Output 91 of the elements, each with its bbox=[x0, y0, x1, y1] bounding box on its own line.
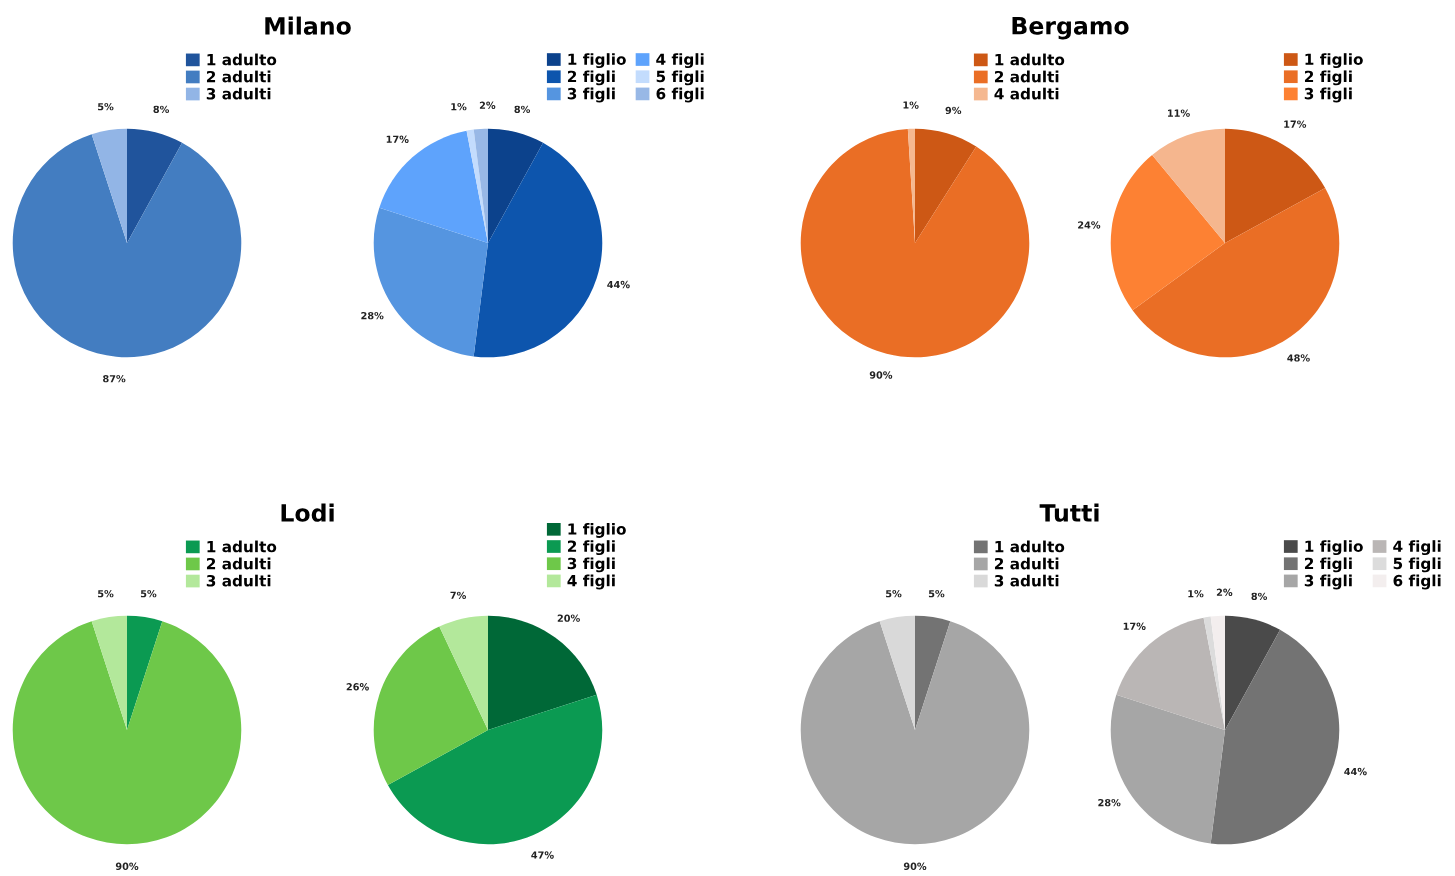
pie-slice bbox=[12, 621, 242, 845]
pie-slice bbox=[800, 621, 1030, 845]
data-label: 11% bbox=[1168, 109, 1190, 117]
data-label: 2% bbox=[479, 101, 496, 109]
chart-title: Milano bbox=[265, 16, 351, 35]
data-label: 44% bbox=[1344, 767, 1367, 776]
pie-slice bbox=[12, 134, 242, 358]
pie-slice bbox=[387, 694, 603, 845]
legend-label: 2 adulti bbox=[206, 70, 271, 83]
data-label: 8% bbox=[514, 105, 531, 113]
legend-label: 3 figli bbox=[567, 87, 615, 103]
chart-title: Bergamo bbox=[1012, 17, 1129, 40]
pie-slice bbox=[1110, 154, 1225, 311]
data-label: 9% bbox=[945, 106, 962, 115]
data-label: 47% bbox=[531, 851, 554, 859]
legend-label: 2 adulti bbox=[206, 557, 271, 570]
data-label: 17% bbox=[1123, 622, 1146, 630]
pie-slice bbox=[915, 128, 977, 243]
legend-label: 3 adulti bbox=[994, 574, 1059, 587]
legend-label: 6 figli bbox=[656, 87, 704, 103]
legend-label: 4 figli bbox=[656, 53, 704, 69]
data-label: 17% bbox=[1284, 120, 1307, 128]
legend-label: 2 figli bbox=[1304, 557, 1352, 573]
pie-slice bbox=[379, 130, 488, 243]
data-label: 1% bbox=[451, 103, 467, 111]
pie-slice bbox=[915, 615, 951, 730]
legend-label: 2 figli bbox=[567, 540, 615, 556]
legend-label: 2 figli bbox=[567, 70, 615, 86]
legend-label: 5 figli bbox=[1393, 557, 1441, 573]
data-label: 5% bbox=[886, 590, 902, 598]
chart-title: Tutti bbox=[1039, 503, 1099, 522]
data-label: 1% bbox=[903, 101, 919, 109]
legend-label: 2 adulti bbox=[994, 70, 1059, 83]
legend-label: 3 figli bbox=[567, 557, 615, 573]
data-label: 90% bbox=[869, 371, 893, 379]
legend-label: 3 figli bbox=[1304, 574, 1352, 590]
data-label: 5% bbox=[140, 590, 157, 598]
legend-label: 4 figli bbox=[1393, 540, 1441, 556]
pie-slice bbox=[473, 142, 603, 358]
legend-label: 1 adulto bbox=[995, 53, 1065, 66]
pie-slice bbox=[439, 615, 488, 730]
pie-slice bbox=[1116, 617, 1225, 730]
legend-label: 3 adulti bbox=[206, 574, 271, 587]
data-label: 5% bbox=[98, 103, 114, 111]
data-label: 26% bbox=[346, 683, 369, 691]
data-label: 44% bbox=[607, 280, 630, 289]
data-label: 5% bbox=[98, 590, 114, 598]
pie-slice bbox=[127, 615, 163, 730]
pie-slice bbox=[91, 615, 127, 730]
data-label: 8% bbox=[1251, 592, 1268, 600]
data-label: 28% bbox=[1098, 798, 1121, 807]
pie-slice bbox=[127, 128, 183, 243]
pie-slice bbox=[91, 128, 127, 243]
legend-label: 4 adulti bbox=[994, 87, 1059, 100]
legend-label: 5 figli bbox=[656, 70, 704, 86]
data-label: 20% bbox=[557, 614, 580, 622]
data-label: 7% bbox=[450, 591, 467, 599]
legend-label: 3 adulti bbox=[206, 87, 271, 100]
legend-label: 1 figlio bbox=[568, 53, 626, 69]
legend-label: 1 adulto bbox=[207, 540, 277, 553]
pie-slice bbox=[1225, 615, 1281, 730]
legend-label: 1 figlio bbox=[1305, 540, 1363, 556]
pie-slice bbox=[1210, 629, 1340, 845]
legend-label: 6 figli bbox=[1393, 574, 1441, 590]
pie-slice bbox=[800, 128, 1030, 358]
legend-label: 2 figli bbox=[1304, 70, 1352, 86]
legend-label: 4 figli bbox=[567, 574, 615, 590]
legend-label: 2 adulti bbox=[994, 557, 1059, 570]
data-label: 5% bbox=[928, 590, 945, 598]
data-label: 87% bbox=[103, 375, 126, 383]
data-label: 28% bbox=[361, 311, 384, 320]
legend-label: 1 adulto bbox=[995, 540, 1065, 553]
pie-slice bbox=[879, 615, 915, 730]
pie-slice bbox=[373, 626, 488, 786]
legend-label: 1 figlio bbox=[1305, 53, 1363, 69]
legend-label: 1 adulto bbox=[207, 53, 277, 66]
pie-slice bbox=[488, 128, 544, 243]
data-label: 90% bbox=[115, 862, 139, 870]
pie-slice bbox=[488, 615, 597, 730]
pie-slice bbox=[1152, 128, 1225, 243]
data-label: 90% bbox=[903, 862, 927, 870]
legend-label: 3 figli bbox=[1304, 87, 1352, 103]
data-label: 48% bbox=[1287, 354, 1310, 362]
data-label: 17% bbox=[386, 135, 409, 143]
data-label: 8% bbox=[153, 105, 170, 113]
pie-slice bbox=[1225, 128, 1326, 243]
chart-title: Lodi bbox=[281, 503, 334, 522]
data-label: 24% bbox=[1078, 221, 1101, 229]
data-label: 1% bbox=[1188, 590, 1204, 598]
legend-label: 1 figlio bbox=[568, 522, 626, 538]
data-label: 2% bbox=[1216, 588, 1233, 596]
